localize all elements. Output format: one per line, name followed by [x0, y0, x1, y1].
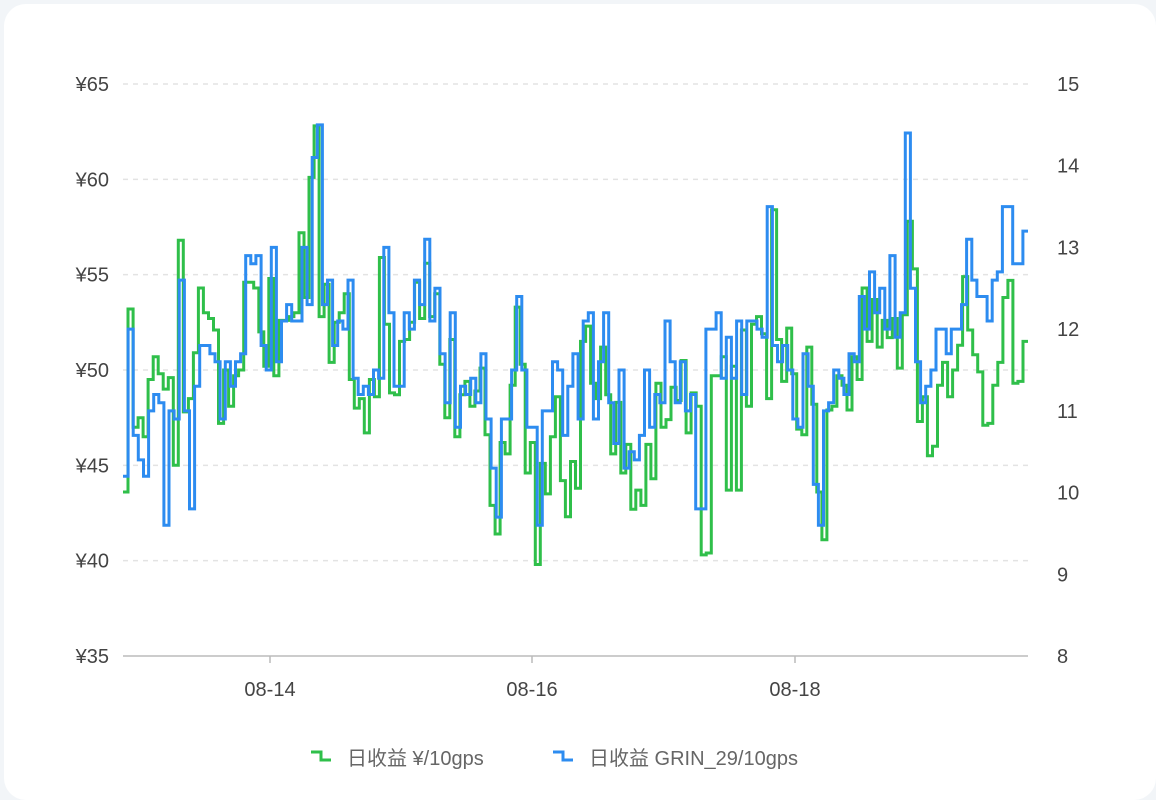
legend-item[interactable]: 日收益 ¥/10gps — [311, 747, 484, 770]
y-left-tick-label: ¥60 — [75, 169, 109, 191]
legend[interactable]: 日收益 ¥/10gps 日收益 GRIN_29/10gps — [311, 747, 798, 770]
y-left-tick-label: ¥65 — [75, 74, 109, 96]
x-tick-label: 08-14 — [244, 679, 295, 701]
y-right-tick-label: 10 — [1057, 483, 1079, 505]
y-right-tick-label: 15 — [1057, 74, 1079, 96]
y-left-tick-label: ¥45 — [75, 455, 109, 477]
legend-step-icon — [553, 750, 573, 762]
y-right-tick-label: 14 — [1057, 156, 1079, 178]
series-lines — [123, 123, 1028, 566]
series-line-cny — [123, 124, 1028, 566]
x-tick-label: 08-16 — [506, 679, 557, 701]
x-tick-label: 08-18 — [769, 679, 820, 701]
y-right-tick-label: 12 — [1057, 319, 1079, 341]
legend-label: 日收益 GRIN_29/10gps — [589, 747, 798, 770]
series-line-grin — [123, 123, 1028, 527]
chart-card: ¥35 ¥40 ¥45 ¥50 ¥55 ¥60 ¥65 8 9 10 11 12 13 14 15 08-14… — [4, 4, 1156, 800]
y-right-tick-label: 11 — [1057, 401, 1078, 423]
axes: ¥35 ¥40 ¥45 ¥50 ¥55 ¥60 ¥65 8 9 10 11 12 13 14 15 08-14… — [75, 74, 1080, 701]
y-right-tick-label: 9 — [1057, 564, 1068, 586]
y-left-tick-label: ¥50 — [75, 360, 109, 382]
y-right-tick-label: 13 — [1057, 237, 1079, 259]
legend-label: 日收益 ¥/10gps — [347, 747, 484, 770]
legend-step-icon — [311, 750, 331, 762]
y-left-tick-label: ¥40 — [75, 551, 109, 573]
legend-item[interactable]: 日收益 GRIN_29/10gps — [553, 747, 798, 770]
y-left-tick-label: ¥55 — [75, 265, 109, 287]
step-line-chart: ¥35 ¥40 ¥45 ¥50 ¥55 ¥60 ¥65 8 9 10 11 12 13 14 15 08-14… — [75, 74, 1080, 770]
y-left-tick-label: ¥35 — [75, 646, 109, 668]
y-right-tick-label: 8 — [1057, 646, 1068, 668]
